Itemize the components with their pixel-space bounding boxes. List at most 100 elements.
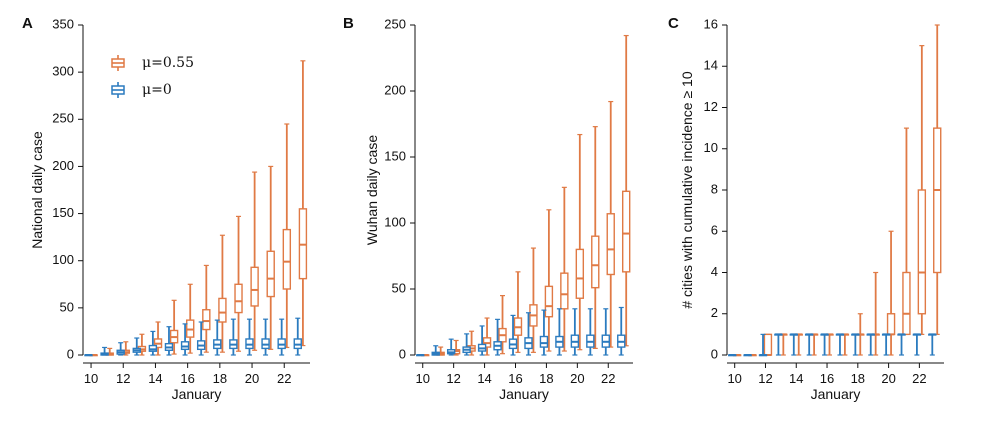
x-tick-label: 16 (508, 371, 522, 386)
box-13 (467, 330, 476, 356)
box-17 (529, 247, 538, 353)
y-tick-label: 250 (52, 111, 74, 126)
box-body (544, 285, 554, 318)
box-15 (498, 295, 507, 355)
y-tick-label: 200 (384, 82, 406, 97)
box-12 (121, 341, 131, 356)
x-tick-label: 16 (180, 371, 194, 386)
box-17 (202, 264, 211, 353)
box-14 (482, 317, 492, 356)
y-tick-label: 200 (52, 158, 74, 173)
box-23 (621, 34, 631, 347)
box-body (575, 248, 585, 299)
box-18 (544, 209, 554, 352)
box-16 (820, 333, 829, 356)
panel-letter: B (343, 15, 354, 32)
x-tick-label: 20 (245, 371, 259, 386)
box-21 (902, 127, 911, 336)
box-22 (912, 333, 922, 356)
legend-label: μ=0 (142, 82, 172, 98)
box-body (763, 333, 773, 356)
box-19 (871, 271, 880, 356)
box-18 (213, 319, 222, 356)
y-tick-label: 6 (711, 223, 718, 238)
x-tick-label: 16 (820, 371, 834, 386)
box-15 (809, 333, 819, 356)
box-body (202, 309, 211, 331)
x-tick-label: 18 (539, 371, 553, 386)
box-13 (462, 333, 471, 356)
series-mu055 (421, 34, 631, 357)
box-20 (570, 308, 580, 356)
series-mu055 (89, 60, 308, 357)
legend-entry-mu055: μ=0.55 (111, 55, 194, 71)
box-10 (728, 354, 737, 357)
box-body (539, 335, 549, 348)
y-tick-label: 150 (52, 205, 74, 220)
y-tick-label: 2 (711, 305, 718, 320)
box-body (218, 297, 227, 323)
box-13 (774, 333, 783, 356)
x-tick-label: 20 (570, 371, 584, 386)
box-20 (881, 333, 891, 356)
box-23 (298, 60, 308, 347)
x-tick-label: 14 (789, 371, 803, 386)
box-body (886, 313, 896, 336)
y-tick-label: 14 (704, 58, 718, 73)
box-20 (886, 230, 896, 356)
box-12 (116, 342, 125, 356)
box-body (606, 213, 615, 276)
x-tick-label: 22 (912, 371, 926, 386)
box-13 (132, 337, 141, 356)
legend-entry-mu0: μ=0 (111, 82, 172, 98)
y-tick-label: 4 (711, 264, 718, 279)
box-16 (180, 323, 190, 356)
y-tick-label: 100 (384, 214, 406, 229)
box-20 (575, 133, 585, 351)
box-22 (282, 123, 292, 349)
box-21 (897, 333, 906, 356)
x-tick-label: 22 (277, 371, 291, 386)
series-mu0 (728, 333, 937, 357)
box-body (902, 271, 911, 336)
box-17 (835, 333, 845, 356)
box-21 (266, 165, 275, 350)
box-21 (261, 318, 270, 356)
box-22 (277, 318, 286, 356)
y-axis-label: Wuhan daily case (364, 135, 380, 245)
box-19 (234, 215, 243, 352)
y-tick-label: 0 (399, 346, 406, 361)
box-14 (148, 330, 158, 356)
box-body (560, 272, 569, 310)
x-tick-label: 14 (148, 371, 162, 386)
box-12 (758, 333, 768, 357)
box-15 (804, 333, 814, 356)
x-tick-label: 18 (851, 371, 865, 386)
box-15 (169, 299, 179, 355)
box-17 (196, 321, 206, 356)
box-21 (586, 308, 595, 356)
y-axis-label: National daily case (29, 131, 45, 249)
panel-c: C 0 2 4 6 8 10 12 14 16 10 12 14 16 18 20 22 January # cit… (668, 15, 944, 402)
box-22 (606, 100, 615, 348)
panel-a: A 0 50 100 150 200 250 300 350 10 12 14 16 18 20 22 Janu… (22, 15, 310, 402)
x-tick-label: 10 (415, 371, 429, 386)
series-mu0 (416, 306, 626, 357)
y-tick-label: 250 (384, 16, 406, 31)
x-tick-label: 12 (446, 371, 460, 386)
x-tick-label: 10 (727, 371, 741, 386)
box-19 (866, 333, 875, 356)
box-22 (601, 308, 610, 356)
series-mu055 (732, 24, 942, 357)
box-19 (555, 308, 564, 356)
box-19 (229, 318, 238, 356)
x-tick-label: 12 (116, 371, 130, 386)
box-body (621, 190, 631, 273)
y-tick-label: 50 (392, 280, 406, 295)
x-tick-label: 12 (758, 371, 772, 386)
box-14 (789, 333, 798, 356)
y-axis-label: # cities with cumulative incidence ≥ 10 (679, 71, 695, 308)
y-tick-label: 50 (60, 299, 74, 314)
box-11 (431, 345, 440, 356)
box-11 (100, 346, 109, 356)
